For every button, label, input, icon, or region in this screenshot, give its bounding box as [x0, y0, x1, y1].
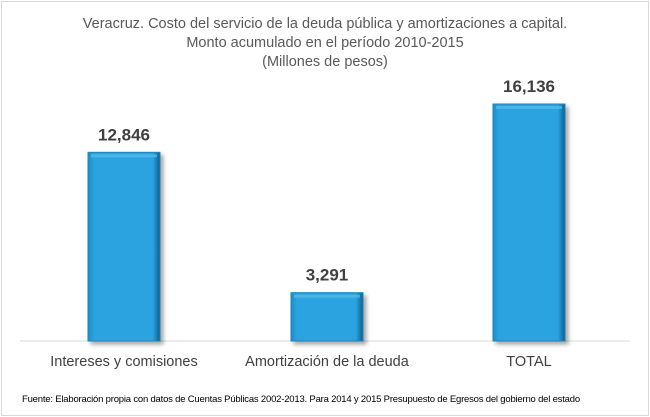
chart-title-line-3: (Millones de pesos)	[262, 54, 388, 70]
category-label: Intereses y comisiones	[50, 354, 197, 370]
bar-bevel-1	[294, 294, 360, 298]
data-label: 12,846	[98, 125, 150, 144]
data-label: 3,291	[306, 266, 349, 285]
bar-bevel-2	[496, 106, 562, 109]
chart-title-line-2: Monto acumulado en el período 2010-2015	[186, 35, 464, 51]
bar-bevel-0	[91, 154, 157, 158]
data-label: 16,136	[503, 77, 555, 96]
category-label: Amortización de la deuda	[245, 354, 410, 370]
bar-1	[290, 292, 364, 342]
category-label: TOTAL	[506, 354, 551, 370]
chart-title-line-1: Veracruz. Costo del servicio de la deuda…	[82, 16, 568, 32]
source-note: Fuente: Elaboración propia con datos de …	[22, 394, 580, 405]
bar-2	[492, 103, 566, 342]
bar-0	[87, 151, 161, 342]
